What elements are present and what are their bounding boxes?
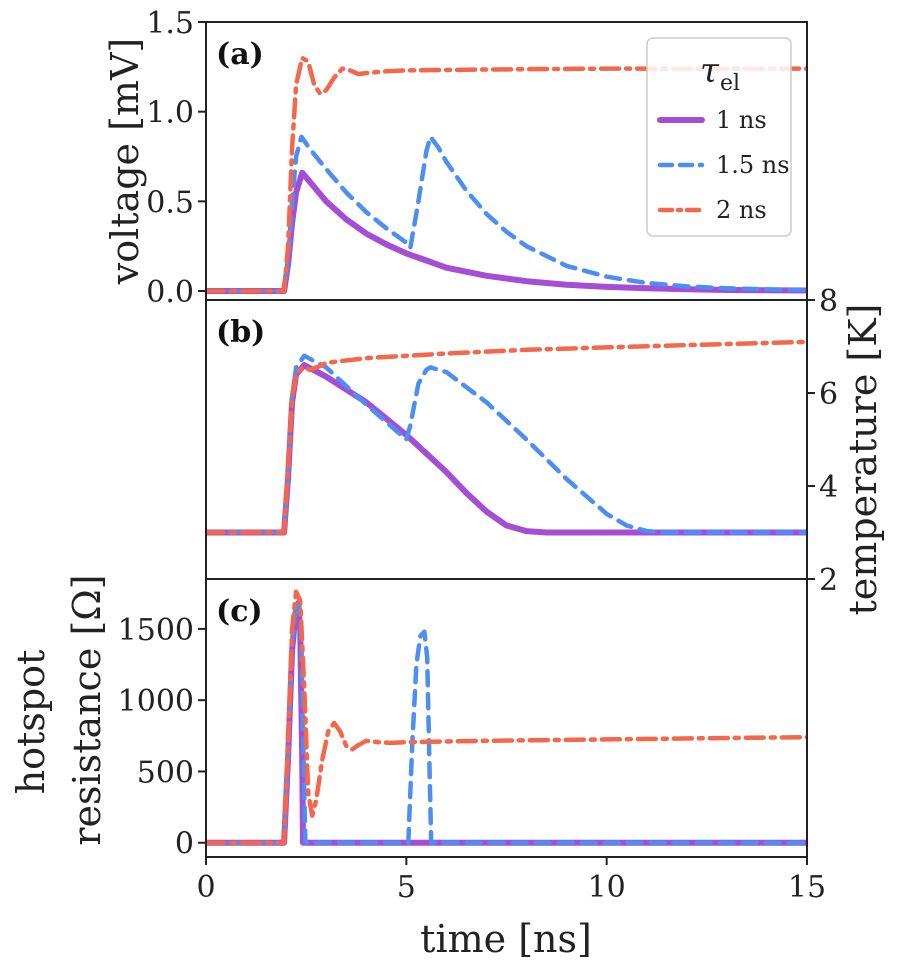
y-tick-label: 6 xyxy=(819,377,838,412)
panel-label: (c) xyxy=(216,594,263,629)
panel-frame xyxy=(205,299,808,580)
y-axis-label-line2: resistance [Ω] xyxy=(65,574,109,845)
y-axis-label-right: temperature [K] xyxy=(841,304,885,616)
legend-entry: 2 ns xyxy=(716,196,767,224)
y-axis-label: voltage [mV] xyxy=(103,38,147,285)
y-tick-label: 8 xyxy=(819,284,838,319)
panel-c: 0 500 1000 1500 0 5 10 15 (c) hotspot resistance [… xyxy=(9,574,826,905)
legend-box xyxy=(646,37,792,237)
y-tick-label: 1.5 xyxy=(146,6,194,41)
legend-title: τ xyxy=(700,51,720,91)
series-line-1ns xyxy=(206,600,807,846)
series-line-1ns xyxy=(206,169,807,294)
x-tick-label: 10 xyxy=(588,870,626,905)
series-line-1p5ns xyxy=(206,134,807,294)
panel-label: (b) xyxy=(216,315,265,350)
y-tick-label: 4 xyxy=(819,470,838,505)
y-tick-label: 2 xyxy=(819,563,838,598)
y-tick-label: 0.0 xyxy=(146,275,194,310)
panel-label: (a) xyxy=(216,37,264,72)
y-tick-label: 1000 xyxy=(118,684,194,719)
legend-entry: 1 ns xyxy=(716,106,767,134)
x-tick-label: 0 xyxy=(196,870,215,905)
legend-title-subscript: el xyxy=(720,71,740,96)
y-tick-label: 1.0 xyxy=(146,96,194,131)
legend: τ el 1 ns 1.5 ns 2 ns xyxy=(646,37,792,237)
y-tick-label: 0.5 xyxy=(146,185,194,220)
x-tick-label: 15 xyxy=(788,870,826,905)
x-axis-label: time [ns] xyxy=(420,917,592,961)
y-tick-label: 1500 xyxy=(118,613,194,648)
series-line-2ns xyxy=(206,589,807,845)
panel-frame xyxy=(205,578,808,858)
y-axis-label-line1: hotspot xyxy=(9,650,53,795)
y-tick-label: 500 xyxy=(137,755,194,790)
series-line-2ns xyxy=(206,55,807,294)
panel-a: 0.0 0.5 1.0 1.5 (a) voltage [mV] τ el 1 ns 1.5 ns… xyxy=(103,6,808,310)
series-line-1ns xyxy=(206,362,807,536)
legend-entry: 1.5 ns xyxy=(716,151,790,179)
y-tick-label: 0 xyxy=(175,827,194,862)
panel-b: 2 4 6 8 (b) temperature [K] xyxy=(205,284,885,616)
series-line-2ns xyxy=(206,339,807,535)
x-tick-label: 5 xyxy=(397,870,416,905)
